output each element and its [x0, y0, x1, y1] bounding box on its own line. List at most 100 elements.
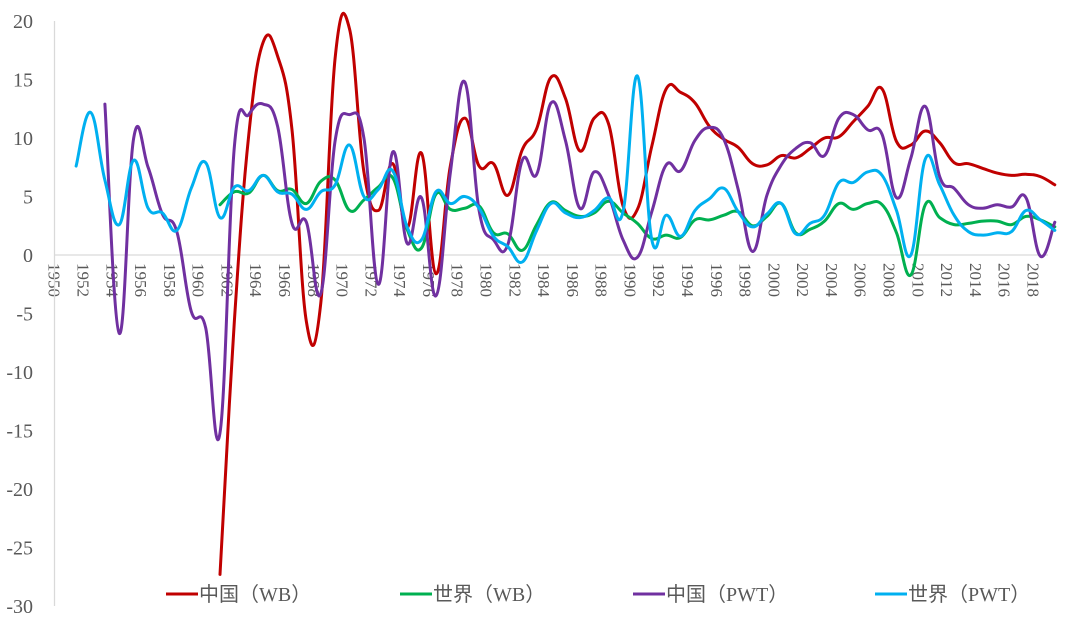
x-tick-label: 2008 [879, 263, 898, 297]
data-point-china-wb [750, 161, 755, 166]
data-point-world-pwt [793, 231, 798, 236]
series-line-china-pwt [103, 79, 1057, 442]
data-point-china-wb [376, 208, 381, 213]
data-point-world-pwt [347, 143, 352, 148]
data-point-world-pwt [908, 253, 913, 258]
x-tick-label: 1996 [707, 263, 726, 297]
x-tick-label: 2018 [1023, 263, 1042, 297]
y-axis-tick-labels: 20 15 10 5 0 -5 -10 -15 -20 -25 -30 [6, 11, 33, 618]
data-point-china-wb [491, 161, 496, 166]
data-point-world-pwt [477, 206, 482, 211]
data-point-world-wb [880, 202, 885, 207]
data-point-china-wb [779, 153, 784, 158]
data-point-china-wb [851, 119, 856, 124]
data-point-china-pwt [333, 138, 338, 143]
data-point-china-pwt [736, 187, 741, 192]
data-point-china-wb [937, 140, 942, 145]
x-tick-label: 2004 [822, 263, 841, 298]
data-point-world-pwt [246, 188, 251, 193]
data-point-world-wb [851, 207, 856, 212]
data-point-china-wb [289, 127, 294, 132]
data-point-china-pwt [908, 155, 913, 160]
x-tick-label: 1986 [563, 263, 582, 297]
data-point-world-wb [808, 227, 813, 232]
x-tick-label: 1974 [390, 263, 409, 298]
x-tick-label: 1954 [102, 263, 121, 298]
x-tick-label: 1952 [73, 263, 92, 297]
data-point-world-pwt [1052, 228, 1057, 233]
data-point-china-wb [1024, 172, 1029, 177]
data-point-world-pwt [361, 194, 366, 199]
data-point-china-pwt [318, 291, 323, 296]
data-point-china-pwt [131, 136, 136, 141]
x-tick-label: 2010 [908, 263, 927, 297]
data-point-world-pwt [692, 208, 697, 213]
data-point-world-wb [721, 213, 726, 218]
data-point-world-pwt [865, 169, 870, 174]
data-point-world-pwt [995, 230, 1000, 235]
data-point-world-pwt [736, 209, 741, 214]
data-point-china-pwt [275, 124, 280, 129]
data-point-world-wb [980, 219, 985, 224]
data-point-china-pwt [592, 169, 597, 174]
y-tick-label: -5 [16, 304, 33, 326]
data-point-china-wb [218, 572, 223, 577]
data-point-china-pwt [232, 144, 237, 149]
series-world-pwt [74, 74, 1057, 264]
data-point-china-wb [1009, 173, 1014, 178]
data-point-china-pwt [621, 237, 626, 242]
data-point-china-pwt [520, 158, 525, 163]
y-tick-label: 0 [23, 245, 33, 267]
data-point-china-pwt [808, 140, 813, 145]
data-point-china-pwt [390, 150, 395, 155]
data-point-china-pwt [246, 112, 251, 117]
x-tick-label: 1990 [620, 263, 639, 297]
data-point-world-wb [865, 201, 870, 206]
series-line-china-wb [218, 11, 1057, 576]
legend-item-china-pwt: 中国（PWT） [633, 583, 788, 606]
x-tick-label: 1978 [448, 263, 467, 297]
data-point-china-wb [477, 164, 482, 169]
data-point-world-wb [707, 217, 712, 222]
data-point-world-pwt [707, 196, 712, 201]
data-point-china-wb [836, 134, 841, 139]
data-point-china-pwt [980, 206, 985, 211]
data-point-world-pwt [160, 210, 165, 215]
data-point-china-wb [952, 160, 957, 165]
data-point-world-pwt [232, 185, 237, 190]
data-point-china-pwt [836, 116, 841, 121]
data-point-world-pwt [606, 195, 611, 200]
x-tick-label: 1968 [304, 263, 323, 297]
data-point-china-pwt [448, 171, 453, 176]
data-point-china-pwt [462, 79, 467, 84]
data-point-china-pwt [549, 100, 554, 105]
x-tick-label: 1988 [592, 263, 611, 297]
data-point-china-pwt [189, 309, 194, 314]
data-point-china-wb [822, 136, 827, 141]
data-point-china-pwt [261, 102, 266, 107]
data-point-world-pwt [448, 201, 453, 206]
data-point-world-pwt [577, 215, 582, 220]
data-point-china-wb [505, 193, 510, 198]
x-tick-label: 2002 [793, 263, 812, 297]
data-point-world-pwt [750, 224, 755, 229]
data-point-world-pwt [808, 221, 813, 226]
y-tick-label: 20 [13, 11, 33, 33]
data-point-china-pwt [146, 165, 151, 170]
data-point-world-wb [894, 230, 899, 235]
data-point-world-pwt [146, 206, 151, 211]
data-point-china-pwt [664, 162, 669, 167]
data-point-china-pwt [102, 102, 107, 107]
x-tick-label: 1994 [678, 263, 697, 298]
data-point-world-pwt [74, 164, 79, 169]
data-point-china-pwt [1024, 195, 1029, 200]
data-point-world-pwt [621, 209, 626, 214]
x-tick-label: 2016 [995, 263, 1014, 297]
data-point-world-pwt [275, 189, 280, 194]
data-point-china-wb [577, 148, 582, 153]
data-point-world-pwt [203, 160, 208, 165]
legend-item-world-wb: 世界（WB） [400, 583, 545, 606]
data-point-world-pwt [779, 201, 784, 206]
series-china-wb [218, 11, 1057, 577]
